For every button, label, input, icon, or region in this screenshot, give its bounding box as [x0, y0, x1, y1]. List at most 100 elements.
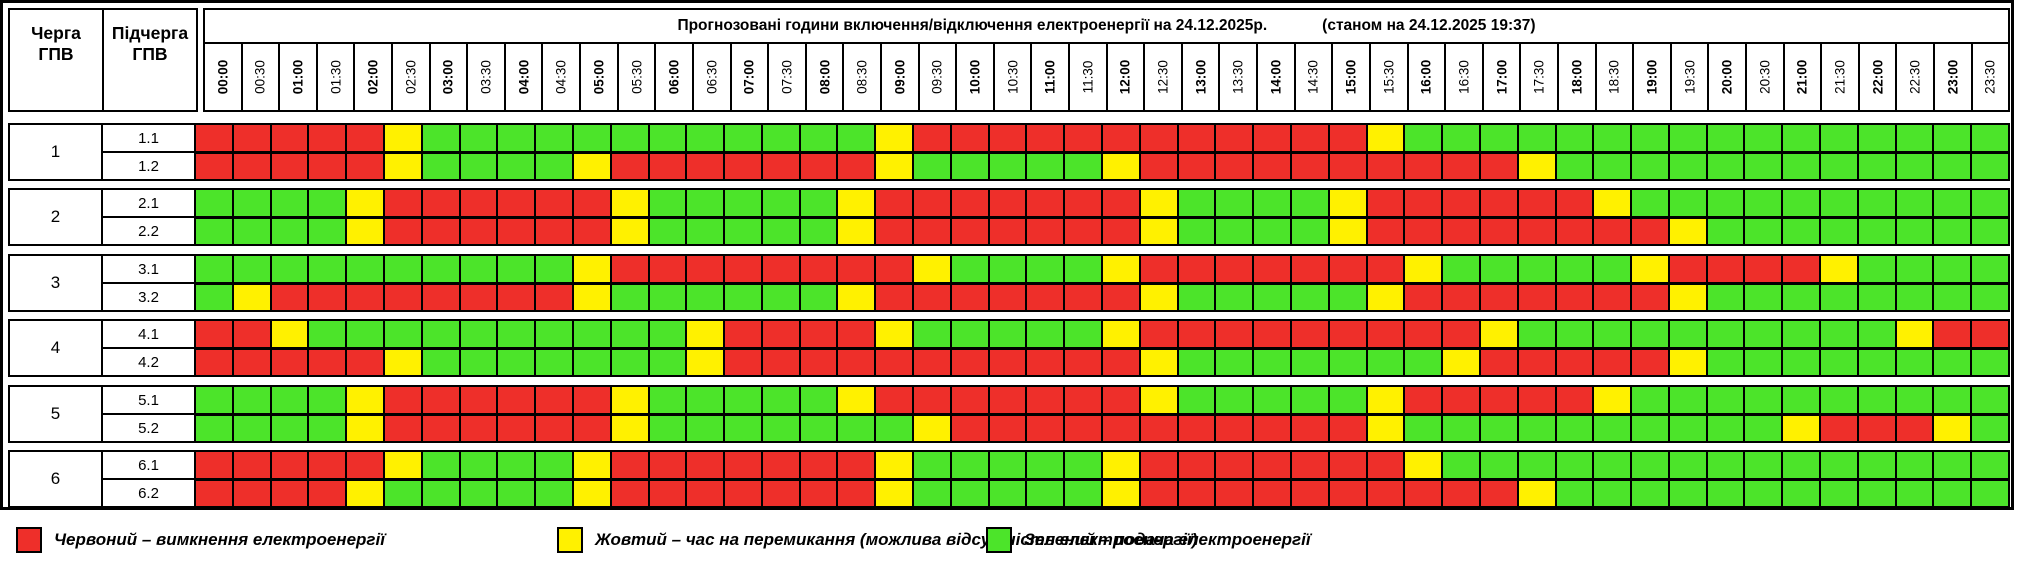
schedule-cell [1783, 284, 1820, 310]
schedule-cell [725, 349, 761, 375]
schedule-cell [951, 125, 988, 151]
schedule-cell [460, 321, 497, 347]
schedule-cell [838, 218, 875, 244]
schedule-cell [725, 190, 761, 216]
schedule-cell [1783, 387, 1820, 413]
schedule-cell [1707, 190, 1744, 216]
schedule-cell [876, 349, 913, 375]
schedule-cell [1821, 452, 1857, 478]
schedule-cell [1556, 190, 1593, 216]
schedule-cell [1707, 284, 1744, 310]
schedule-cell [1745, 349, 1782, 375]
time-header-cell: 09:30 [920, 44, 958, 110]
schedule-cell [1254, 387, 1290, 413]
schedule-cell [460, 125, 497, 151]
time-header-cell: 11:30 [1070, 44, 1108, 110]
schedule-cell [1480, 480, 1517, 506]
schedule-cell [1103, 480, 1139, 506]
subqueue-column: 1.1 1.2 [103, 125, 196, 179]
schedule-cell [1745, 190, 1782, 216]
schedule-cell [838, 284, 875, 310]
schedule-cell [989, 452, 1026, 478]
time-header-cell: 20:00 [1709, 44, 1747, 110]
schedule-cell [196, 218, 232, 244]
subqueue-column: 5.1 5.2 [103, 387, 196, 441]
schedule-cell [309, 349, 346, 375]
schedule-cell [1480, 256, 1517, 282]
schedule-cell [460, 415, 497, 441]
schedule-cell [271, 321, 308, 347]
schedule-cell [1140, 480, 1177, 506]
schedule-cell [1858, 284, 1895, 310]
schedule-cell [1632, 190, 1668, 216]
schedule-cell [233, 218, 270, 244]
schedule-cell [1632, 349, 1668, 375]
time-header-cell: 17:30 [1521, 44, 1559, 110]
schedule-cell [1443, 349, 1479, 375]
schedule-cell [1632, 284, 1668, 310]
schedule-cell [1783, 153, 1820, 179]
schedule-cell [573, 349, 610, 375]
schedule-cell [762, 387, 799, 413]
time-header-cell: 11:00 [1032, 44, 1071, 110]
schedule-cell [1103, 415, 1139, 441]
schedule-cell [536, 415, 572, 441]
schedule-cell [1027, 256, 1064, 282]
schedule-cell [271, 480, 308, 506]
schedule-cell [800, 256, 837, 282]
schedule-cell [1178, 387, 1215, 413]
schedule-cell [1103, 190, 1139, 216]
schedule-cell [876, 480, 913, 506]
schedule-cell [1632, 415, 1668, 441]
subqueue-column: 6.1 6.2 [103, 452, 196, 506]
schedule-cell [1745, 321, 1782, 347]
schedule-cell [951, 415, 988, 441]
schedule-cell [1669, 284, 1706, 310]
schedule-cell [1027, 321, 1064, 347]
schedule-cell [1632, 153, 1668, 179]
schedule-cell [1518, 190, 1555, 216]
schedule-cell [1556, 415, 1593, 441]
schedule-cell [649, 349, 686, 375]
schedule-cell [1405, 415, 1442, 441]
time-header-row: 00:00 00:30 01:00 01:30 02:00 02:30 03:00 03:30… [205, 44, 2008, 110]
schedule-cell [1065, 349, 1101, 375]
time-header-cell: 21:00 [1785, 44, 1823, 110]
schedule-cell [1103, 218, 1139, 244]
schedule-cell [233, 387, 270, 413]
schedule-cell [1254, 125, 1290, 151]
schedule-cell [687, 284, 724, 310]
queue-group: 3 3.1 3.2 [8, 254, 2010, 312]
schedule-cell [498, 218, 535, 244]
schedule-cell [1745, 218, 1782, 244]
schedule-cell [1291, 321, 1328, 347]
schedule-cell [498, 321, 535, 347]
schedule-cell [1367, 218, 1404, 244]
time-header-cell: 03:30 [468, 44, 506, 110]
schedule-cell [876, 387, 913, 413]
schedule-cell [1140, 256, 1177, 282]
schedule-cell [989, 218, 1026, 244]
time-header-cell: 13:00 [1183, 44, 1221, 110]
schedule-cell [573, 190, 610, 216]
schedule-cell [460, 190, 497, 216]
schedule-cell [1972, 452, 2008, 478]
schedule-cell [1065, 218, 1101, 244]
queue-number: 5 [10, 387, 103, 441]
schedule-cell [725, 321, 761, 347]
queue-column-header-label: Черга ГПВ [31, 23, 81, 64]
schedule-cell [1443, 387, 1479, 413]
schedule-cell [1480, 349, 1517, 375]
schedule-cell [1972, 153, 2008, 179]
schedule-cell [1707, 349, 1744, 375]
schedule-cell [687, 190, 724, 216]
subqueue-label: 6.2 [138, 484, 159, 502]
schedule-cell [498, 387, 535, 413]
schedule-cell [1518, 321, 1555, 347]
schedule-cell [1178, 321, 1215, 347]
schedule-cell [838, 321, 875, 347]
schedule-cell [1480, 452, 1517, 478]
schedule-cell [1821, 284, 1857, 310]
legend-label: Жовтий – час на перемикання (можлива від… [595, 530, 1198, 549]
schedule-row [196, 349, 2008, 375]
